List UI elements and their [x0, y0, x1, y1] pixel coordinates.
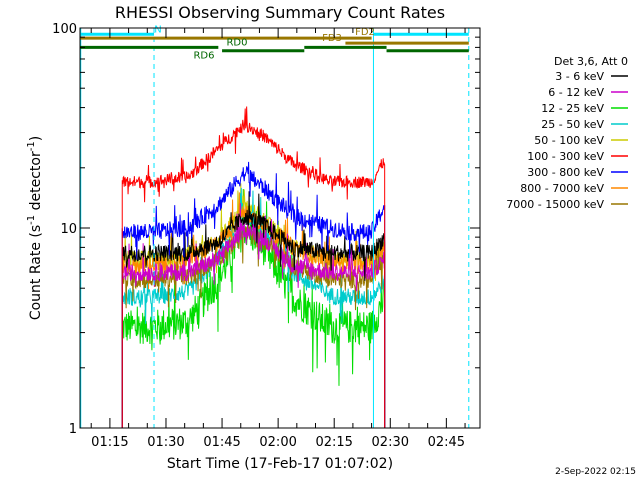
flag-label-RD0: RD0	[226, 37, 247, 48]
legend: Det 3,6, Att 0 3 - 6 keV 6 - 12 keV 12 - 2…	[506, 55, 628, 211]
x-tick-label: 02:00	[259, 435, 296, 450]
legend-label: 6 - 12 keV	[548, 86, 604, 99]
y-axis-label-close: )	[28, 136, 44, 141]
plot-area: N FD2 FD3 RD0 RD6	[80, 24, 470, 428]
series-line-3-6keV	[121, 191, 386, 428]
series-line-100-300keV	[121, 106, 386, 428]
y-axis-label-tail: detector	[28, 151, 44, 215]
x-tick-label: 02:30	[372, 435, 409, 450]
flag-label-FD3: FD3	[322, 33, 342, 44]
x-tick-label: 01:30	[147, 435, 184, 450]
flag-label-FD2: FD2	[355, 27, 375, 38]
legend-title: Det 3,6, Att 0	[554, 55, 628, 68]
x-axis-label: Start Time (17-Feb-17 01:07:02)	[167, 456, 393, 472]
legend-label: 3 - 6 keV	[555, 70, 604, 83]
series-line-6-12keV	[121, 203, 386, 428]
legend-label: 7000 - 15000 keV	[506, 198, 604, 211]
y-tick-label: 1	[69, 422, 77, 437]
date-stamp: 2-Sep-2022 02:15	[555, 467, 636, 477]
y-tick-label: 10	[60, 222, 77, 237]
y-axis-label-sup2: -1	[26, 141, 37, 151]
plot-frame	[79, 27, 481, 429]
chart-title: RHESSI Observing Summary Count Rates	[115, 3, 445, 22]
legend-label: 12 - 25 keV	[541, 102, 604, 115]
legend-label: 100 - 300 keV	[527, 150, 604, 163]
x-tick-label: 02:45	[428, 435, 465, 450]
x-axis: 01:15 01:30 01:45 02:00 02:15 02:30 02:45	[90, 28, 466, 450]
x-tick-label: 01:15	[91, 435, 128, 450]
x-tick-label: 02:15	[315, 435, 352, 450]
y-axis-label-main: Count Rate (s	[28, 225, 44, 320]
y-tick-label: 100	[52, 22, 77, 37]
y-axis: 1 10 100	[52, 22, 480, 437]
y-axis-label: Count Rate (s-1 detector-1)	[26, 136, 44, 320]
flag-label-N: N	[154, 24, 161, 35]
legend-label: 50 - 100 keV	[534, 134, 604, 147]
legend-label: 800 - 7000 keV	[520, 182, 604, 195]
flag-label-RD6: RD6	[193, 51, 214, 62]
x-tick-label: 01:45	[203, 435, 240, 450]
series-line-300-800keV	[121, 161, 386, 428]
y-axis-label-sup1: -1	[26, 215, 37, 225]
legend-label: 25 - 50 keV	[541, 118, 604, 131]
legend-label: 300 - 800 keV	[527, 166, 604, 179]
